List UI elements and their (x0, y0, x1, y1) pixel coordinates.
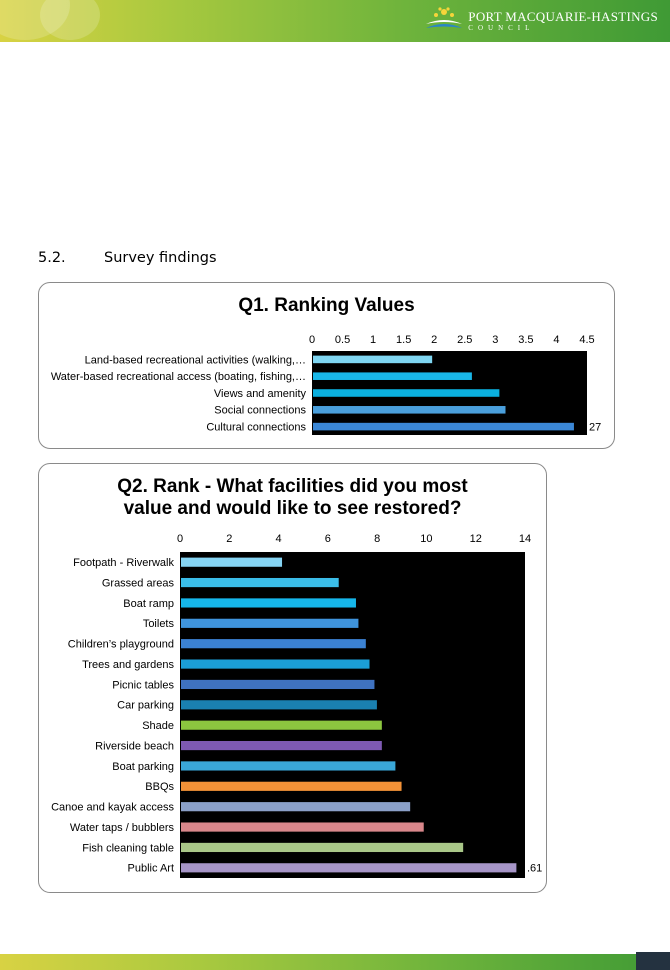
category-label: Water-based recreational access (boating… (51, 371, 306, 383)
section-heading: 5.2. Survey findings (38, 250, 217, 266)
bar (313, 406, 506, 414)
q1-chart-panel: Q1. Ranking Values 0 0.5 1 1.5 2 2.5 3 3.5 4 4.5 L… (38, 282, 615, 449)
bar (181, 761, 396, 771)
category-label: Toilets (143, 618, 175, 630)
q2-bar-chart: 0 2 4 6 8 10 12 14 Footpath - Riverwalk Grassed a… (51, 533, 542, 878)
bar (181, 618, 359, 628)
page-number (636, 952, 670, 970)
x-tick-label: 10 (420, 533, 432, 545)
x-tick-label: 0 (309, 334, 315, 346)
council-logo: PORT MACQUARIE-HASTINGS COUNCIL (424, 2, 658, 40)
bar (181, 781, 402, 791)
category-label: Boat ramp (123, 598, 174, 610)
category-label: Public Art (128, 863, 174, 875)
bar (181, 802, 411, 812)
x-tick-label: 1.5 (396, 334, 411, 346)
q2-title-line-1: Q2. Rank - What facilities did you most (117, 476, 468, 497)
bar (313, 422, 574, 431)
x-tick-label: 12 (470, 533, 482, 545)
category-label: Cultural connections (206, 421, 306, 433)
category-label: Shade (142, 720, 174, 732)
category-label: BBQs (145, 781, 174, 793)
x-tick-label: 0.5 (335, 334, 350, 346)
x-tick-label: 1 (370, 334, 376, 346)
category-label: Boat parking (112, 761, 174, 773)
bar (313, 389, 500, 397)
category-label: Grassed areas (102, 577, 175, 589)
bar (181, 639, 366, 649)
logo-title: PORT MACQUARIE-HASTINGS (468, 9, 658, 24)
x-tick-label: 14 (519, 533, 531, 545)
category-label: Riverside beach (95, 740, 174, 752)
x-tick-label: 6 (325, 533, 331, 545)
category-label: Footpath - Riverwalk (73, 557, 174, 569)
bar (181, 598, 356, 608)
category-label: Picnic tables (112, 679, 174, 691)
bar (181, 700, 377, 710)
bar (181, 740, 382, 751)
category-label: Car parking (117, 700, 174, 712)
section-number: 5.2. (38, 250, 66, 266)
bar (181, 720, 382, 730)
bar (181, 679, 375, 690)
x-tick-label: 2 (431, 334, 437, 346)
data-label: 27 (589, 421, 601, 433)
category-label: Children’s playground (68, 639, 174, 651)
x-tick-label: 4 (276, 533, 282, 545)
bar (313, 355, 433, 364)
bar (181, 863, 517, 873)
bar (181, 822, 424, 832)
x-tick-label: 4.5 (579, 334, 594, 346)
category-label: Water taps / bubblers (70, 822, 175, 834)
q2-title-line-2: value and would like to see restored? (123, 498, 462, 519)
x-tick-label: 2 (226, 533, 232, 545)
x-tick-label: 8 (374, 533, 380, 545)
category-label: Trees and gardens (82, 659, 174, 671)
category-label: Fish cleaning table (82, 842, 174, 854)
bar (313, 372, 472, 380)
category-label: Canoe and kayak access (51, 802, 174, 814)
category-label: Views and amenity (214, 388, 307, 400)
bar (181, 842, 464, 853)
bar (181, 577, 339, 588)
data-label: .61 (527, 863, 542, 875)
footer-banner (0, 954, 670, 970)
category-label: Social connections (214, 405, 306, 417)
bar (181, 659, 370, 669)
sun-wave-icon (424, 6, 464, 36)
logo-subtitle: COUNCIL (468, 24, 535, 32)
header-banner: PORT MACQUARIE-HASTINGS COUNCIL (0, 0, 670, 42)
decorative-blob (40, 0, 100, 40)
bar (181, 557, 283, 567)
x-tick-label: 2.5 (457, 334, 472, 346)
x-tick-label: 0 (177, 533, 183, 545)
q2-chart-panel: Q2. Rank - What facilities did you most … (38, 463, 547, 893)
x-tick-label: 3 (492, 334, 498, 346)
x-tick-label: 4 (553, 334, 559, 346)
q1-chart-title: Q1. Ranking Values (238, 295, 415, 316)
section-title: Survey findings (104, 250, 217, 266)
q1-bar-chart: 0 0.5 1 1.5 2 2.5 3 3.5 4 4.5 Land-based recreatio… (51, 334, 601, 435)
q2-chart-title: Q2. Rank - What facilities did you most … (39, 476, 546, 520)
category-label: Land-based recreational activities (walk… (85, 354, 306, 366)
x-tick-label: 3.5 (518, 334, 533, 346)
